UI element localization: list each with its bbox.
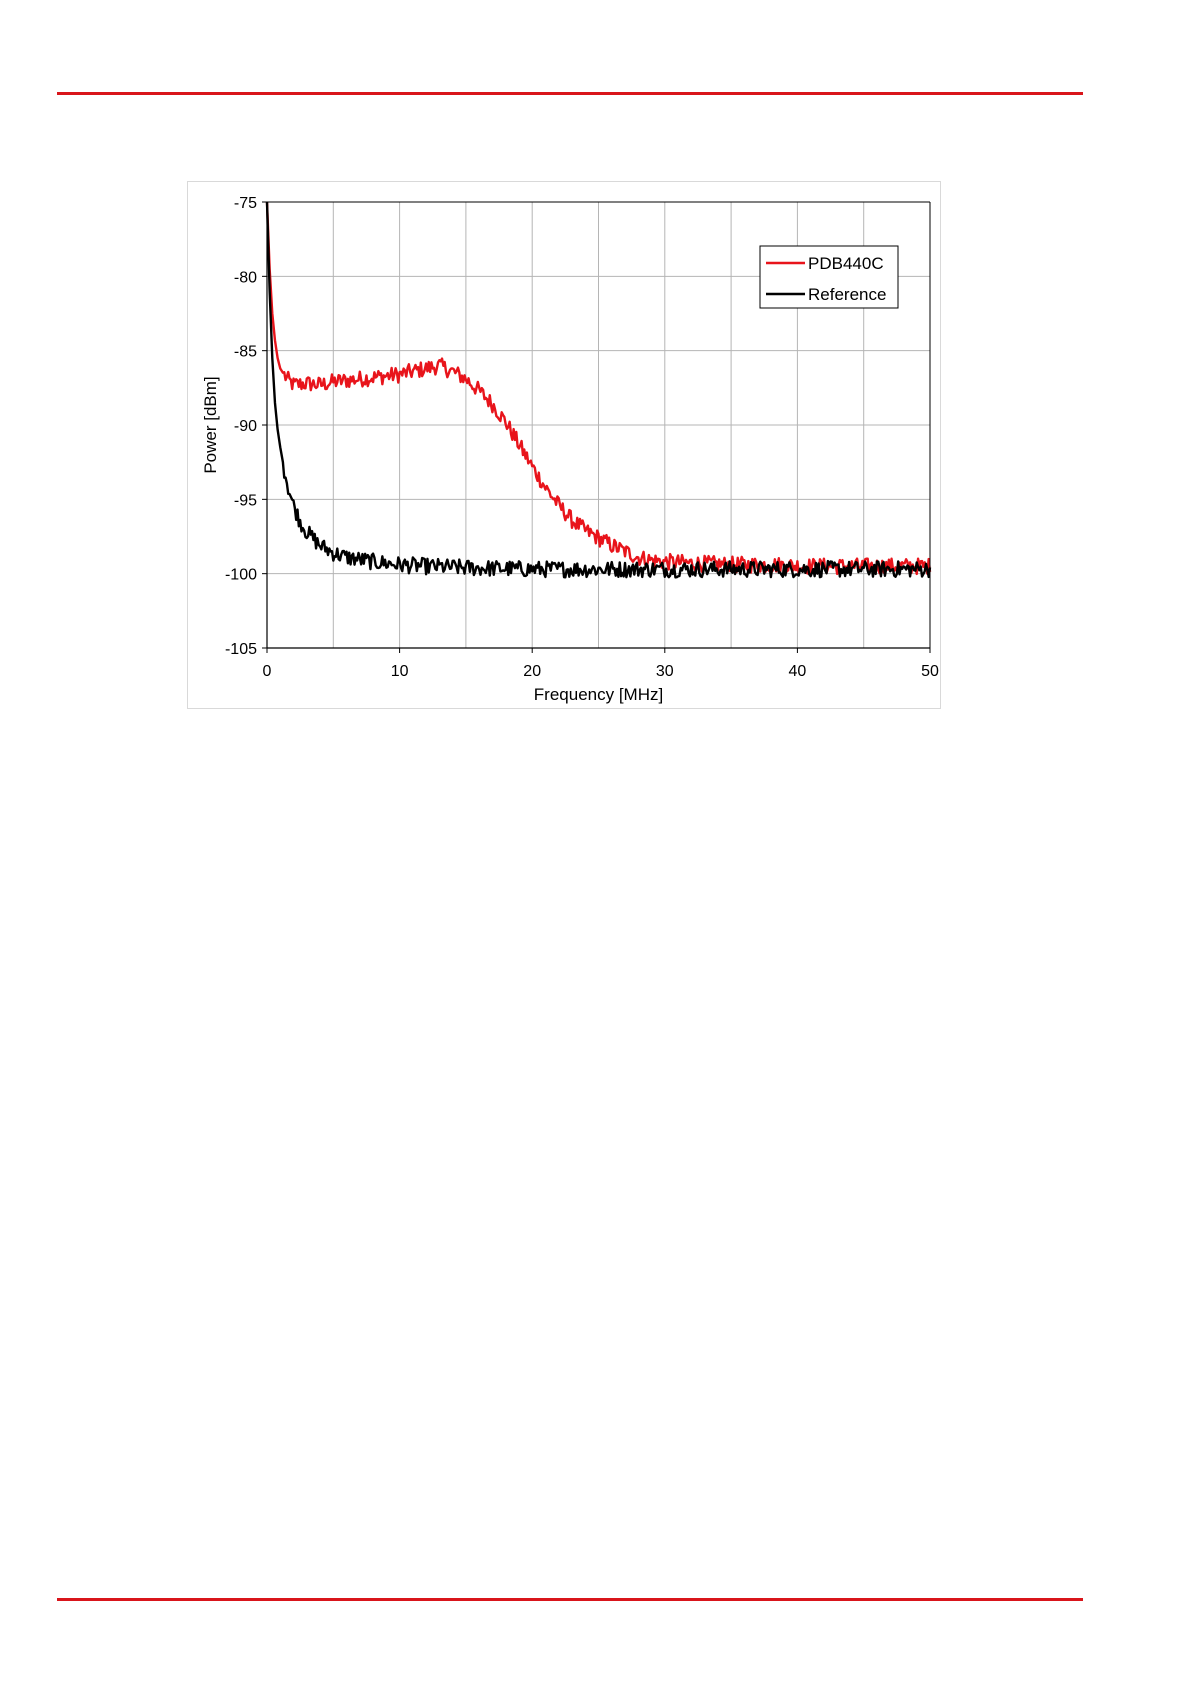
x-axis-title: Frequency [MHz] (534, 685, 663, 704)
x-tick-label: 30 (656, 663, 674, 680)
series-group (265, 201, 932, 579)
y-tick-label: -75 (234, 195, 257, 212)
y-tick-label: -105 (225, 641, 257, 658)
legend-label-pdb440c: PDB440C (808, 254, 884, 273)
y-tick-label: -90 (234, 418, 257, 435)
x-tick-labels: 0 10 20 30 40 50 (263, 648, 939, 680)
y-tick-label: -85 (234, 344, 257, 361)
grid (267, 201, 930, 648)
y-tick-label: -95 (234, 492, 257, 509)
x-tick-label: 10 (391, 663, 409, 680)
legend: PDB440C Reference (759, 245, 899, 309)
y-tick-labels: -75 -80 -85 -90 -95 -100 -105 (225, 195, 267, 658)
series-line-reference (265, 201, 932, 579)
footer-rule (57, 1598, 1083, 1601)
y-axis-title: Power [dBm] (201, 376, 220, 473)
y-tick-label: -100 (225, 567, 257, 584)
x-tick-label: 20 (523, 663, 541, 680)
noise-spectrum-chart: -75 -80 -85 -90 -95 -100 -105 0 10 20 30 40 50 Freq… (187, 181, 941, 709)
legend-label-reference: Reference (808, 285, 886, 304)
x-tick-label: 40 (789, 663, 807, 680)
chart-svg: -75 -80 -85 -90 -95 -100 -105 0 10 20 30 40 50 Freq… (201, 195, 939, 704)
header-rule (57, 92, 1083, 95)
y-tick-label: -80 (234, 269, 257, 286)
legend-box (759, 245, 899, 309)
x-tick-label: 50 (921, 663, 939, 680)
x-tick-label: 0 (263, 663, 272, 680)
